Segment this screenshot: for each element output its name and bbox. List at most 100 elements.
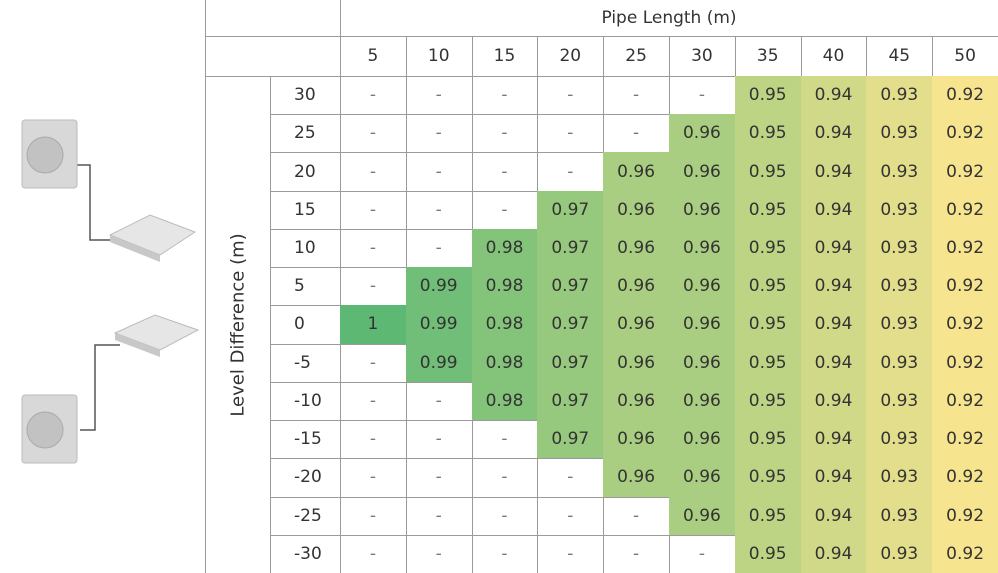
- row-header: 30: [270, 76, 341, 116]
- table-cell: -: [405, 381, 473, 422]
- table-cell: 0.95: [734, 267, 802, 307]
- table-cell: 0.95: [734, 381, 802, 422]
- table-cell: 0.97: [537, 420, 605, 460]
- table-cell: 0.93: [866, 496, 934, 536]
- table-cell: 0.96: [603, 381, 670, 422]
- table-cell: 0.93: [866, 76, 934, 116]
- table-cell: 0.99: [405, 343, 473, 383]
- column-header: 40: [800, 36, 868, 77]
- row-header: -15: [270, 420, 341, 460]
- table-cell: -: [537, 534, 605, 573]
- table-cell: 0.92: [932, 305, 998, 345]
- table-cell: -: [471, 76, 539, 116]
- table-cell: 0.96: [669, 305, 736, 345]
- table-cell: 0.92: [932, 458, 998, 498]
- table-cell: 0.95: [734, 152, 802, 192]
- column-header: 10: [405, 36, 473, 77]
- column-header: 50: [932, 36, 998, 77]
- column-header: 15: [471, 36, 539, 77]
- table-cell: 0.96: [603, 420, 670, 460]
- table-cell: 0.94: [800, 343, 868, 383]
- table-cell: -: [340, 76, 407, 116]
- table-cell: 0.96: [669, 458, 736, 498]
- illustration: [21, 119, 200, 464]
- column-header: 25: [603, 36, 670, 77]
- table-cell: -: [340, 343, 407, 383]
- table-cell: 0.96: [603, 190, 670, 230]
- table-cell: -: [340, 381, 407, 422]
- table-cell: 0.92: [932, 76, 998, 116]
- table-cell: 0.93: [866, 152, 934, 192]
- table-cell: 0.92: [932, 190, 998, 230]
- table-cell: 0.96: [669, 228, 736, 269]
- table-cell: 0.97: [537, 228, 605, 269]
- table-cell: 0.96: [603, 305, 670, 345]
- table-cell: -: [537, 458, 605, 498]
- table-cell: 0.98: [471, 228, 539, 269]
- table-cell: 0.92: [932, 267, 998, 307]
- table-cell: 0.93: [866, 343, 934, 383]
- table-cell: 0.97: [537, 381, 605, 422]
- column-header: 30: [669, 36, 736, 77]
- row-header: 0: [270, 305, 341, 345]
- table-cell: 0.95: [734, 114, 802, 154]
- table-cell: 0.94: [800, 228, 868, 269]
- table-cell: 0.92: [932, 343, 998, 383]
- column-group-header: Pipe Length (m): [340, 0, 998, 37]
- table-cell: 0.94: [800, 534, 868, 573]
- table-cell: 0.93: [866, 458, 934, 498]
- table-cell: -: [405, 420, 473, 460]
- table-cell: 0.98: [471, 381, 539, 422]
- table-cell: -: [340, 420, 407, 460]
- table-cell: -: [603, 534, 670, 573]
- table-cell: -: [405, 458, 473, 498]
- table-cell: 0.92: [932, 228, 998, 269]
- table-cell: 0.96: [603, 267, 670, 307]
- table-cell: -: [537, 496, 605, 536]
- row-header: 25: [270, 114, 341, 154]
- table-cell: -: [471, 496, 539, 536]
- table-cell: -: [471, 114, 539, 154]
- row-header: -10: [270, 381, 341, 422]
- table-cell: 0.95: [734, 420, 802, 460]
- table-cell: 0.94: [800, 152, 868, 192]
- table-cell: 0.95: [734, 76, 802, 116]
- table-cell: 0.95: [734, 458, 802, 498]
- table-cell: 0.92: [932, 420, 998, 460]
- table-cell: 0.92: [932, 114, 998, 154]
- table-cell: -: [471, 534, 539, 573]
- table-cell: 0.93: [866, 228, 934, 269]
- column-header: 35: [734, 36, 802, 77]
- table-cell: -: [405, 228, 473, 269]
- table-cell: 0.95: [734, 190, 802, 230]
- row-header: 15: [270, 190, 341, 230]
- table-cell: 0.99: [405, 305, 473, 345]
- table-cell: -: [405, 496, 473, 536]
- table-cell: 0.97: [537, 267, 605, 307]
- column-header: 20: [537, 36, 605, 77]
- table-cell: 0.95: [734, 534, 802, 573]
- table-cell: -: [537, 152, 605, 192]
- table-cell: 0.98: [471, 343, 539, 383]
- column-header: 5: [340, 36, 407, 77]
- table-cell: 0.96: [603, 343, 670, 383]
- table-cell: 0.92: [932, 152, 998, 192]
- table-cell: 0.96: [669, 114, 736, 154]
- table-cell: -: [340, 458, 407, 498]
- table-cell: -: [471, 458, 539, 498]
- table-cell: 0.96: [669, 343, 736, 383]
- table-cell: -: [471, 152, 539, 192]
- table-cell: 0.94: [800, 190, 868, 230]
- table-cell: 0.94: [800, 381, 868, 422]
- table-cell: 0.93: [866, 534, 934, 573]
- table-cell: -: [669, 534, 736, 573]
- table-cell: -: [669, 76, 736, 116]
- table-cell: 0.96: [669, 381, 736, 422]
- table-cell: 0.97: [537, 190, 605, 230]
- table-cell: -: [603, 76, 670, 116]
- row-header: 5: [270, 267, 341, 307]
- table-cell: 0.95: [734, 228, 802, 269]
- table-cell: 0.94: [800, 458, 868, 498]
- row-header: -30: [270, 534, 341, 573]
- table-cell: 0.94: [800, 267, 868, 307]
